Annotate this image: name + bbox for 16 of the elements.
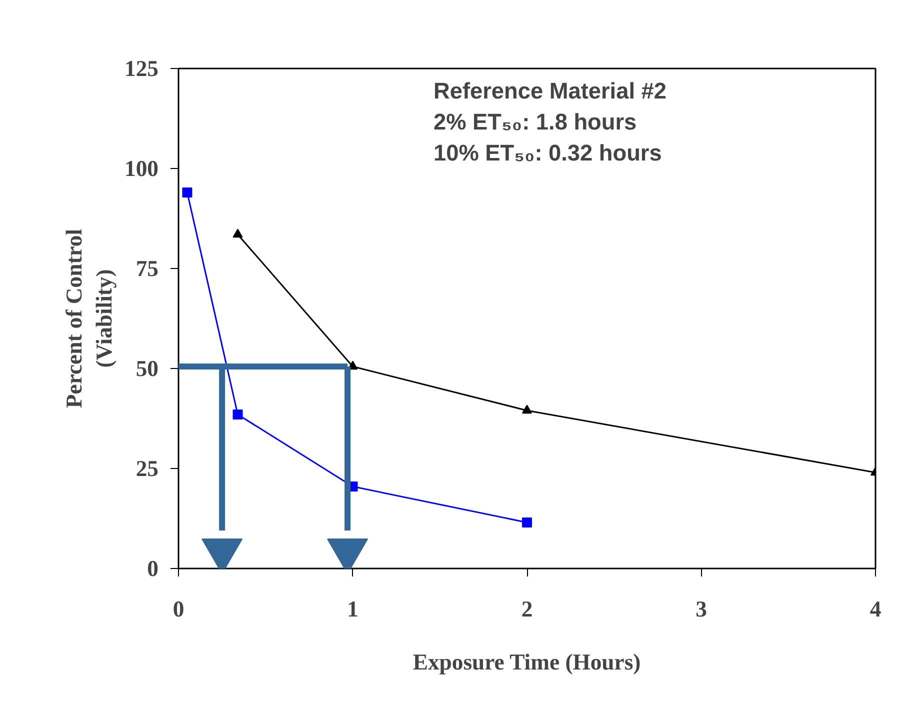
x-tick-label: 4 bbox=[870, 596, 882, 622]
x-tick-label: 1 bbox=[347, 596, 358, 622]
annotation: 10% ET₅₀: 0.32 hours bbox=[434, 140, 662, 166]
y-tick-label: 0 bbox=[147, 556, 158, 581]
y-tick-label: 25 bbox=[136, 456, 158, 481]
annotation: Reference Material #2 bbox=[434, 78, 666, 104]
y-tick-label: 75 bbox=[136, 256, 158, 281]
x-tick-label: 0 bbox=[172, 596, 184, 622]
x-axis-title: Exposure Time (Hours) bbox=[412, 650, 641, 674]
y-tick-label: 50 bbox=[136, 356, 158, 381]
x-tick-label: 3 bbox=[696, 596, 707, 622]
x-tick-label: 2 bbox=[521, 596, 533, 622]
y-tick-label: 100 bbox=[124, 156, 158, 181]
annotation: 2% ET₅₀: 1.8 hours bbox=[434, 108, 637, 134]
y-axis-title: Percent of Control (Viability) bbox=[62, 228, 117, 408]
y-tick-label: 125 bbox=[124, 56, 158, 81]
